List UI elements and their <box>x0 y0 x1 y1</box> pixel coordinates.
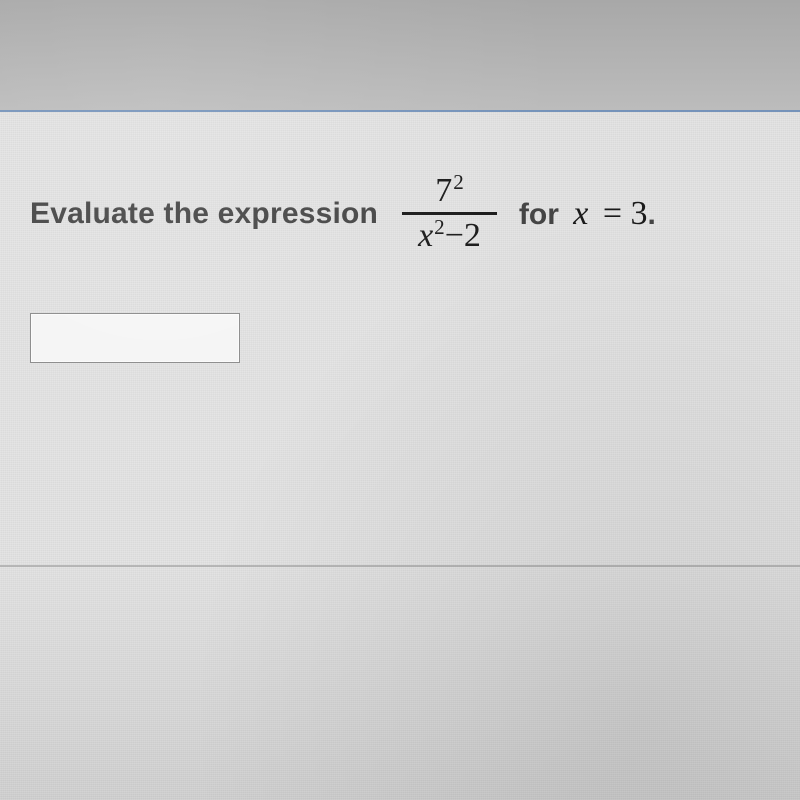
equals-sign: = <box>594 195 630 232</box>
question-row: Evaluate the expression 72 x2 − 2 for x … <box>30 170 770 257</box>
divider-bottom <box>0 565 800 567</box>
divider-top <box>0 110 800 112</box>
denominator-const: 2 <box>464 217 481 255</box>
period: . <box>648 198 656 231</box>
fraction-denominator: x2 − 2 <box>402 215 497 257</box>
for-word: for <box>519 198 559 231</box>
trail-text: for x = 3. <box>519 195 656 233</box>
denominator-op: − <box>445 217 464 255</box>
denominator-var-exp: 2 <box>434 215 445 240</box>
fraction-numerator: 72 <box>419 170 480 212</box>
screen-glare <box>0 0 800 800</box>
numerator-base: 7 <box>435 172 452 209</box>
fraction: 72 x2 − 2 <box>402 170 497 257</box>
denominator-var: x <box>418 217 433 255</box>
answer-input[interactable] <box>30 313 240 363</box>
numerator-exponent: 2 <box>453 170 464 194</box>
screen-texture <box>0 0 800 800</box>
lead-text: Evaluate the expression <box>30 197 378 231</box>
problem-area: Evaluate the expression 72 x2 − 2 for x … <box>30 170 770 363</box>
variable-x: x <box>573 195 588 232</box>
value-three: 3 <box>631 195 648 232</box>
top-bar <box>0 0 800 110</box>
